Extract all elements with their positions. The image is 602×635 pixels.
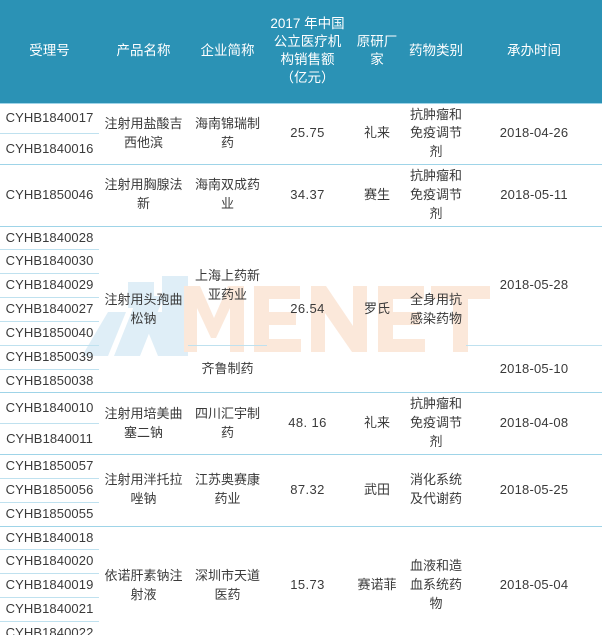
cell-company: 齐鲁制药 bbox=[188, 344, 267, 393]
cell-acceptance-no: CYHB1840029 bbox=[0, 273, 99, 298]
cell-category: 抗肿瘤和免疫调节剂 bbox=[406, 392, 466, 455]
cell-acceptance-no: CYHB1840011 bbox=[0, 423, 99, 455]
cell-category: 抗肿瘤和免疫调节剂 bbox=[406, 102, 466, 166]
column-header-handling-date: 承办时间 bbox=[466, 0, 602, 103]
column-header-2017-sales: 2017 年中国公立医疗机构销售额（亿元） bbox=[267, 0, 348, 103]
cell-date: 2018-05-10 bbox=[466, 344, 602, 393]
column-header-product-name: 产品名称 bbox=[99, 0, 188, 103]
cell-acceptance-no: CYHB1840022 bbox=[0, 620, 99, 635]
cell-product-name: 依诺肝素钠注射液 bbox=[99, 525, 188, 635]
cell-originator: 赛诺菲 bbox=[348, 525, 406, 635]
cell-acceptance-no: CYHB1840010 bbox=[0, 392, 99, 424]
table-row: CYHB1850046 注射用胸腺法新 海南双成药业 34.37 赛生 抗肿瘤和… bbox=[0, 164, 602, 227]
table-row: CYHB1850057 注射用泮托拉唑钠 江苏奥赛康药业 87.32 武田 消化… bbox=[0, 454, 602, 527]
cell-company: 四川汇宇制药 bbox=[188, 392, 267, 455]
table-row: CYHB1840022 bbox=[0, 620, 602, 635]
table-row: CYHB1840016 bbox=[0, 133, 602, 166]
cell-company: 深圳市天道医药 bbox=[188, 525, 267, 635]
cell-acceptance-no: CYHB1840020 bbox=[0, 549, 99, 574]
cell-acceptance-no: CYHB1850046 bbox=[0, 164, 99, 227]
table-body: CYHB1840017 注射用盐酸吉西他滨 海南锦瑞制药 25.75 礼来 抗肿… bbox=[0, 102, 602, 635]
cell-sales: 15.73 bbox=[267, 525, 348, 635]
cell-originator: 赛生 bbox=[348, 164, 406, 227]
cell-company: 上海上药新亚药业 bbox=[188, 225, 267, 346]
table-row: CYHB1840029 bbox=[0, 273, 602, 298]
cell-date: 2018-05-28 bbox=[466, 225, 602, 346]
cell-company: 海南锦瑞制药 bbox=[188, 102, 267, 166]
cell-date: 2018-05-25 bbox=[466, 454, 602, 527]
table-row: CYHB1840030 bbox=[0, 249, 602, 274]
cell-product-name: 注射用头孢曲松钠 bbox=[99, 225, 188, 394]
table-row: CYHB1850055 bbox=[0, 501, 602, 527]
cell-category: 全身用抗感染药物 bbox=[406, 225, 466, 394]
column-header-drug-category: 药物类别 bbox=[406, 0, 466, 103]
header-row: 受理号 产品名称 企业简称 2017 年中国公立医疗机构销售额（亿元） 原研厂家… bbox=[0, 0, 602, 103]
cell-acceptance-no: CYHB1850055 bbox=[0, 501, 99, 527]
cell-acceptance-no: CYHB1850039 bbox=[0, 344, 99, 370]
cell-date: 2018-04-08 bbox=[466, 392, 602, 455]
cell-sales: 48. 16 bbox=[267, 392, 348, 455]
cell-acceptance-no: CYHB1840019 bbox=[0, 573, 99, 598]
cell-product-name: 注射用盐酸吉西他滨 bbox=[99, 102, 188, 166]
cell-acceptance-no: CYHB1840016 bbox=[0, 133, 99, 166]
table-row: CYHB1840017 注射用盐酸吉西他滨 海南锦瑞制药 25.75 礼来 抗肿… bbox=[0, 102, 602, 166]
cell-acceptance-no: CYHB1850040 bbox=[0, 320, 99, 346]
cell-originator: 罗氏 bbox=[348, 225, 406, 394]
table-row: CYHB1840028 注射用头孢曲松钠 上海上药新亚药业 26.54 罗氏 全… bbox=[0, 225, 602, 394]
cell-product-name: 注射用培美曲塞二钠 bbox=[99, 392, 188, 455]
cell-category: 抗肿瘤和免疫调节剂 bbox=[406, 164, 466, 227]
cell-acceptance-no: CYHB1840018 bbox=[0, 525, 99, 550]
table-row: CYHB1850038 bbox=[0, 368, 602, 394]
cell-sales: 87.32 bbox=[267, 454, 348, 527]
table-row: CYHB1840018 依诺肝素钠注射液 深圳市天道医药 15.73 赛诺菲 血… bbox=[0, 525, 602, 635]
cell-company: 江苏奥赛康药业 bbox=[188, 454, 267, 527]
cell-company: 海南双成药业 bbox=[188, 164, 267, 227]
cell-acceptance-no: CYHB1850057 bbox=[0, 454, 99, 479]
table-row: CYHB1840010 注射用培美曲塞二钠 四川汇宇制药 48. 16 礼来 抗… bbox=[0, 392, 602, 455]
cell-originator: 礼来 bbox=[348, 392, 406, 455]
cell-originator: 武田 bbox=[348, 454, 406, 527]
table-row: CYHB1840019 bbox=[0, 573, 602, 598]
cell-date: 2018-05-11 bbox=[466, 164, 602, 227]
table-row: CYHB1840021 bbox=[0, 597, 602, 622]
column-header-acceptance-no: 受理号 bbox=[0, 0, 99, 103]
cell-product-name: 注射用泮托拉唑钠 bbox=[99, 454, 188, 527]
column-header-company-short-name: 企业简称 bbox=[188, 0, 267, 103]
cell-date: 2018-05-04 bbox=[466, 525, 602, 635]
column-header-originator: 原研厂家 bbox=[348, 0, 406, 103]
cell-acceptance-no: CYHB1840021 bbox=[0, 597, 99, 622]
cell-acceptance-no: CYHB1850056 bbox=[0, 477, 99, 503]
table-row: CYHB1840027 bbox=[0, 297, 602, 322]
cell-product-name: 注射用胸腺法新 bbox=[99, 164, 188, 227]
table-row: CYHB1850056 bbox=[0, 477, 602, 503]
cell-category: 血液和造血系统药物 bbox=[406, 525, 466, 635]
table-header: 受理号 产品名称 企业简称 2017 年中国公立医疗机构销售额（亿元） 原研厂家… bbox=[0, 0, 602, 103]
cell-acceptance-no: CYHB1840027 bbox=[0, 297, 99, 322]
cell-acceptance-no: CYHB1850038 bbox=[0, 368, 99, 394]
cell-sales: 34.37 bbox=[267, 164, 348, 227]
cell-category: 消化系统及代谢药 bbox=[406, 454, 466, 527]
cell-acceptance-no: CYHB1840028 bbox=[0, 225, 99, 250]
table-row: CYHB1850039 齐鲁制药 2018-05-10 bbox=[0, 344, 602, 393]
table-row: CYHB1840020 bbox=[0, 549, 602, 574]
cell-originator: 礼来 bbox=[348, 102, 406, 166]
cell-sales: 26.54 bbox=[267, 225, 348, 394]
cell-acceptance-no: CYHB1840030 bbox=[0, 249, 99, 274]
cell-acceptance-no: CYHB1840017 bbox=[0, 102, 99, 134]
cell-date: 2018-04-26 bbox=[466, 102, 602, 166]
table-row: CYHB1840011 bbox=[0, 423, 602, 455]
cell-sales: 25.75 bbox=[267, 102, 348, 166]
